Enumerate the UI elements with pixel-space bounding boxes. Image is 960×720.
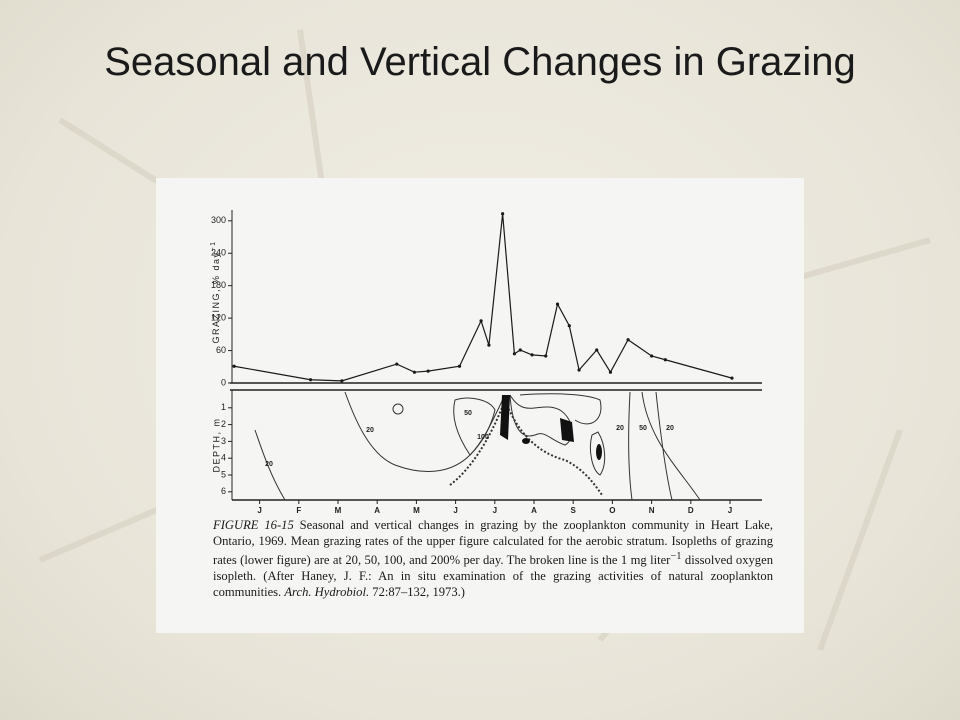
- data-point: [650, 354, 654, 358]
- y-tick-label: 240: [211, 248, 226, 258]
- caption-text: Seasonal and vertical changes in grazing…: [213, 518, 773, 568]
- isopleth-label: 20: [366, 427, 374, 434]
- y-tick-label: 1: [221, 402, 226, 412]
- data-point: [479, 319, 483, 323]
- isopleth: [628, 391, 701, 501]
- isopleth-label: 20: [666, 425, 674, 432]
- data-point: [626, 338, 630, 342]
- caption-sup: −1: [670, 551, 682, 562]
- y-tick-label: 5: [221, 469, 226, 479]
- y-tick-label: 0: [221, 377, 226, 387]
- y-tick-label: 2: [221, 419, 226, 429]
- x-tick-label: F: [296, 506, 301, 515]
- isopleth-label: 50: [464, 410, 472, 417]
- data-point: [412, 370, 417, 374]
- isopleth-label: 20: [265, 461, 273, 468]
- isopleth-label: 100: [477, 434, 489, 441]
- isopleth: [453, 397, 496, 456]
- oxygen-isopleth: [449, 397, 603, 496]
- isopleth: [392, 403, 404, 415]
- data-point: [395, 362, 399, 366]
- data-point: [501, 212, 505, 216]
- data-point: [457, 364, 462, 368]
- data-point: [544, 354, 548, 358]
- x-tick-label: J: [493, 506, 497, 515]
- caption-text: 72:87–132, 1973.): [369, 585, 465, 600]
- y-tick-label: 60: [216, 345, 226, 355]
- data-point: [595, 348, 599, 352]
- y-axis-label-sup: −1: [210, 241, 217, 252]
- data-point: [530, 353, 534, 357]
- data-point: [730, 376, 734, 380]
- data-point: [577, 368, 581, 372]
- isopleth-area: [500, 395, 510, 440]
- y-tick-label: 300: [211, 215, 226, 225]
- y-axis-label: GRAZING, % day−1: [210, 241, 221, 344]
- isopleth: [589, 431, 606, 476]
- x-tick-label: M: [335, 506, 342, 515]
- isopleth: [519, 393, 602, 425]
- isopleth: [509, 394, 573, 446]
- data-point: [555, 302, 560, 306]
- caption-journal: Arch. Hydrobiol.: [284, 585, 370, 600]
- x-tick-label: A: [531, 506, 537, 515]
- isopleth-area: [522, 438, 530, 444]
- data-point: [308, 378, 313, 382]
- x-tick-label: M: [413, 506, 420, 515]
- figure: [156, 178, 804, 633]
- data-point: [608, 370, 613, 374]
- isopleth-label: 20: [616, 425, 624, 432]
- data-point: [512, 352, 517, 356]
- x-tick-label: D: [688, 506, 694, 515]
- background-strokes: [38, 29, 931, 652]
- isopleth: [254, 429, 286, 501]
- y-axis-label: DEPTH, m: [211, 417, 221, 472]
- data-point: [426, 369, 430, 373]
- isopleth-area: [596, 444, 602, 460]
- x-tick-label: J: [728, 506, 732, 515]
- x-tick-label: S: [571, 506, 577, 515]
- data-point: [232, 364, 236, 368]
- y-tick-label: 180: [211, 280, 226, 290]
- y-tick-label: 6: [221, 486, 226, 496]
- isopleth-fill: [500, 395, 602, 460]
- y-axis-label-text: GRAZING, % day: [211, 251, 221, 343]
- y-tick-label: 3: [221, 436, 226, 446]
- y-tick-label: 4: [221, 453, 226, 463]
- isopleth-area: [560, 418, 574, 442]
- y-tick-label: 120: [211, 313, 226, 323]
- x-tick-label: J: [257, 506, 261, 515]
- caption-label: FIGURE 16-15: [213, 518, 294, 532]
- caption-text: dissolved oxygen isopleth. (After Haney,…: [213, 553, 773, 600]
- isopleths: [254, 391, 701, 501]
- x-tick-label: O: [609, 506, 615, 515]
- isopleth-label: 50: [639, 425, 647, 432]
- x-tick-label: N: [649, 506, 655, 515]
- x-tick-label: A: [374, 506, 380, 515]
- grazing-line: [234, 213, 733, 382]
- data-point: [663, 358, 667, 362]
- slide-title: Seasonal and Vertical Changes in Grazing: [104, 40, 856, 84]
- data-point: [518, 348, 522, 352]
- data-point: [487, 343, 491, 347]
- data-point: [340, 379, 344, 383]
- data-point: [567, 324, 571, 328]
- x-tick-label: J: [453, 506, 457, 515]
- figure-caption: FIGURE 16-15 Seasonal and vertical chang…: [213, 517, 773, 600]
